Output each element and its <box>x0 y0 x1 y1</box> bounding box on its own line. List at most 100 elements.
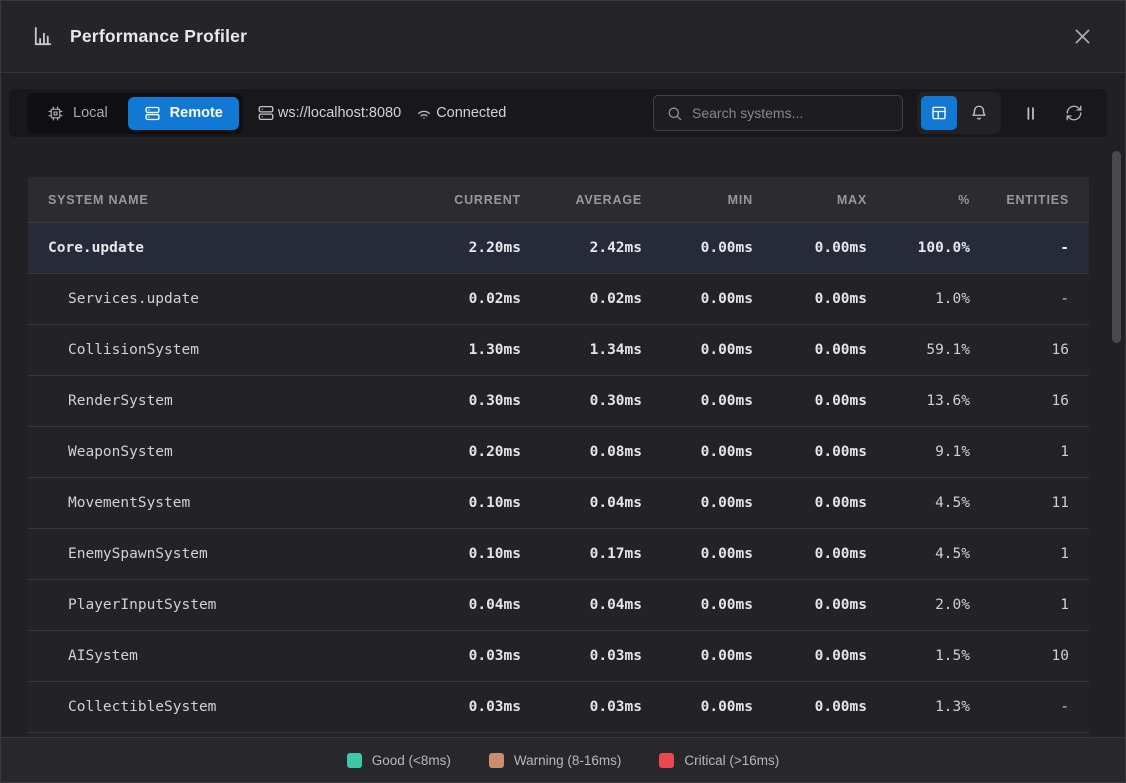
refresh-button[interactable] <box>1059 96 1089 130</box>
server-icon <box>257 104 275 122</box>
system-name: EnemySpawnSystem <box>48 546 401 562</box>
average-value: 0.03ms <box>521 648 642 664</box>
table-row[interactable]: CollectibleSystem 0.03ms 0.03ms 0.00ms 0… <box>28 682 1089 733</box>
average-value: 0.03ms <box>521 699 642 715</box>
entities-value: - <box>970 240 1069 256</box>
current-value: 1.30ms <box>401 342 521 358</box>
column-header-entities: ENTITIES <box>970 193 1069 207</box>
close-button[interactable] <box>1068 22 1097 51</box>
average-value: 2.42ms <box>521 240 642 256</box>
scrollbar-thumb[interactable] <box>1112 151 1121 343</box>
current-value: 0.03ms <box>401 699 521 715</box>
system-name: CollisionSystem <box>48 342 401 358</box>
current-value: 0.30ms <box>401 393 521 409</box>
max-value: 0.00ms <box>753 495 867 511</box>
average-value: 0.04ms <box>521 495 642 511</box>
remote-mode-button[interactable]: Remote <box>128 97 239 130</box>
system-name: AISystem <box>48 648 401 664</box>
local-mode-button[interactable]: Local <box>31 97 124 130</box>
system-name: WeaponSystem <box>48 444 401 460</box>
table-view-button[interactable] <box>921 96 957 130</box>
alerts-button[interactable] <box>961 96 997 130</box>
legend-item: Critical (>16ms) <box>659 753 779 768</box>
column-header-system-name: SYSTEM NAME <box>48 193 401 207</box>
column-header-average: AVERAGE <box>521 193 642 207</box>
max-value: 0.00ms <box>753 699 867 715</box>
entities-value: 11 <box>970 495 1069 511</box>
table-row[interactable]: MovementSystem 0.10ms 0.04ms 0.00ms 0.00… <box>28 478 1089 529</box>
average-value: 0.02ms <box>521 291 642 307</box>
entities-value: - <box>970 291 1069 307</box>
current-value: 0.20ms <box>401 444 521 460</box>
min-value: 0.00ms <box>642 699 753 715</box>
current-value: 0.03ms <box>401 648 521 664</box>
current-value: 2.20ms <box>401 240 521 256</box>
percent-value: 1.5% <box>867 648 970 664</box>
view-toggle-group <box>917 92 1001 134</box>
max-value: 0.00ms <box>753 291 867 307</box>
search-input[interactable] <box>692 105 890 121</box>
mode-switch: Local Remote <box>27 93 243 134</box>
server-icon <box>144 105 161 122</box>
connection-status-label: Connected <box>436 105 506 121</box>
table-row[interactable]: RenderSystem 0.30ms 0.30ms 0.00ms 0.00ms… <box>28 376 1089 427</box>
max-value: 0.00ms <box>753 342 867 358</box>
percent-value: 9.1% <box>867 444 970 460</box>
column-header-current: CURRENT <box>401 193 521 207</box>
system-name: MovementSystem <box>48 495 401 511</box>
average-value: 0.04ms <box>521 597 642 613</box>
average-value: 1.34ms <box>521 342 642 358</box>
current-value: 0.02ms <box>401 291 521 307</box>
wifi-icon <box>415 104 433 122</box>
system-name: Core.update <box>48 240 401 256</box>
bell-icon <box>970 104 988 122</box>
percent-value: 4.5% <box>867 495 970 511</box>
min-value: 0.00ms <box>642 444 753 460</box>
min-value: 0.00ms <box>642 546 753 562</box>
legend-label: Good (<8ms) <box>372 753 451 768</box>
table-row[interactable]: EnemySpawnSystem 0.10ms 0.17ms 0.00ms 0.… <box>28 529 1089 580</box>
min-value: 0.00ms <box>642 393 753 409</box>
page-title: Performance Profiler <box>70 26 247 47</box>
max-value: 0.00ms <box>753 393 867 409</box>
max-value: 0.00ms <box>753 240 867 256</box>
table-row[interactable]: Services.update 0.02ms 0.02ms 0.00ms 0.0… <box>28 274 1089 325</box>
min-value: 0.00ms <box>642 597 753 613</box>
min-value: 0.00ms <box>642 291 753 307</box>
table-row[interactable]: PlayerInputSystem 0.04ms 0.04ms 0.00ms 0… <box>28 580 1089 631</box>
entities-value: 10 <box>970 648 1069 664</box>
percent-value: 1.0% <box>867 291 970 307</box>
min-value: 0.00ms <box>642 342 753 358</box>
legend-item: Warning (8-16ms) <box>489 753 622 768</box>
system-name: Services.update <box>48 291 401 307</box>
current-value: 0.04ms <box>401 597 521 613</box>
pause-button[interactable] <box>1015 96 1045 130</box>
endpoint-url: ws://localhost:8080 <box>278 105 401 121</box>
table-row[interactable]: Core.update 2.20ms 2.42ms 0.00ms 0.00ms … <box>28 223 1089 274</box>
table-body: Core.update 2.20ms 2.42ms 0.00ms 0.00ms … <box>28 223 1089 733</box>
cpu-chip-icon <box>47 105 64 122</box>
column-header-max: MAX <box>753 193 867 207</box>
average-value: 0.30ms <box>521 393 642 409</box>
legend-item: Good (<8ms) <box>347 753 451 768</box>
legend: Good (<8ms) Warning (8-16ms) Critical (>… <box>1 737 1125 782</box>
legend-label: Critical (>16ms) <box>684 753 779 768</box>
min-value: 0.00ms <box>642 495 753 511</box>
connection-status: Connected <box>415 104 506 122</box>
min-value: 0.00ms <box>642 240 753 256</box>
legend-swatch <box>489 753 504 768</box>
percent-value: 2.0% <box>867 597 970 613</box>
title-bar: Performance Profiler <box>1 1 1125 73</box>
entities-value: 16 <box>970 393 1069 409</box>
table-row[interactable]: CollisionSystem 1.30ms 1.34ms 0.00ms 0.0… <box>28 325 1089 376</box>
entities-value: 1 <box>970 444 1069 460</box>
min-value: 0.00ms <box>642 648 753 664</box>
table-row[interactable]: WeaponSystem 0.20ms 0.08ms 0.00ms 0.00ms… <box>28 427 1089 478</box>
percent-value: 1.3% <box>867 699 970 715</box>
percent-value: 59.1% <box>867 342 970 358</box>
max-value: 0.00ms <box>753 444 867 460</box>
table-row[interactable]: AISystem 0.03ms 0.03ms 0.00ms 0.00ms 1.5… <box>28 631 1089 682</box>
entities-value: 1 <box>970 597 1069 613</box>
system-name: RenderSystem <box>48 393 401 409</box>
local-mode-label: Local <box>73 105 108 121</box>
